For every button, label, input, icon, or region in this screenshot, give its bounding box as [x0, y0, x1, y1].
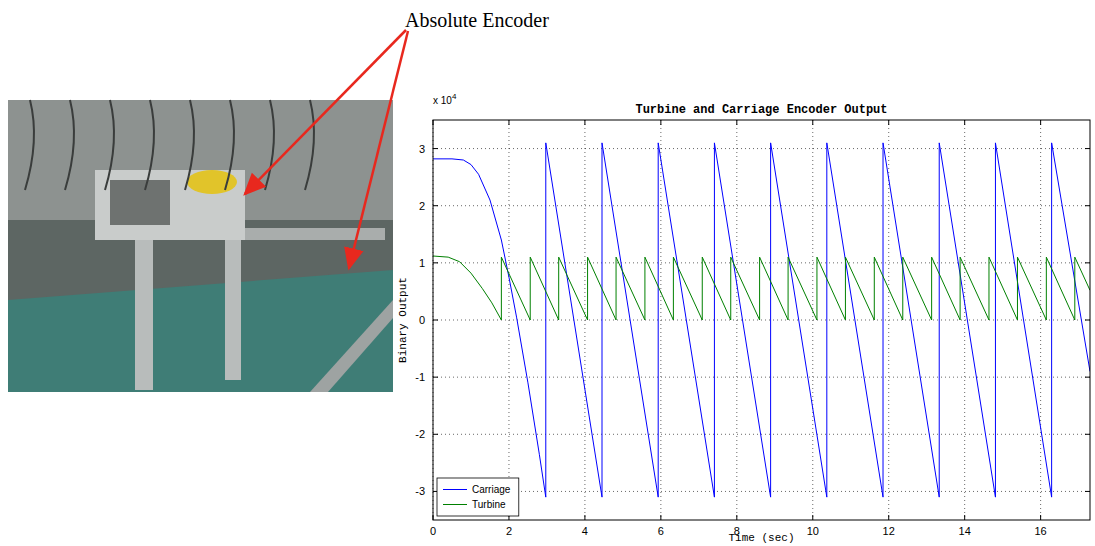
tick — [888, 120, 889, 125]
tick-label: 2 — [419, 200, 425, 212]
tick — [660, 515, 661, 520]
tick — [1085, 262, 1090, 263]
tick — [508, 120, 509, 125]
grid-line — [1040, 120, 1041, 520]
tick-label: 0 — [430, 525, 436, 537]
photo-cable — [305, 100, 314, 190]
tick — [888, 515, 889, 520]
arrow — [245, 30, 406, 194]
tick — [1040, 515, 1041, 520]
scale-label: x 104 — [433, 92, 457, 106]
legend-label: Carriage — [472, 484, 511, 495]
tick — [812, 120, 813, 125]
tick-label: 14 — [959, 525, 971, 537]
series-group — [433, 143, 1090, 497]
tick-label: 2 — [506, 525, 512, 537]
arrow — [349, 31, 408, 268]
legend-label: Turbine — [472, 499, 506, 510]
tick — [584, 120, 585, 125]
legend-swatch — [443, 504, 467, 505]
scale-base: x 10 — [433, 95, 452, 106]
tick — [1085, 491, 1090, 492]
grid-line — [433, 377, 1090, 378]
photo-rail — [310, 300, 393, 392]
series-line — [433, 256, 1090, 320]
legend: Carriage Turbine — [437, 478, 519, 516]
tick — [1085, 205, 1090, 206]
tick — [433, 320, 438, 321]
photo — [8, 100, 393, 392]
plot-frame — [433, 120, 1090, 520]
tick-label: -3 — [415, 485, 425, 497]
tick — [812, 515, 813, 520]
tick-label: 12 — [883, 525, 895, 537]
tick-label: 4 — [582, 525, 588, 537]
photo-post — [135, 240, 153, 390]
tick-label: -1 — [415, 371, 425, 383]
series-line — [433, 143, 1090, 497]
x-axis-title: Time (sec) — [728, 532, 794, 544]
legend-swatch — [443, 489, 467, 490]
photo-cable — [265, 100, 274, 190]
tick — [433, 377, 438, 378]
photo-cable — [145, 100, 154, 190]
grid-line — [433, 148, 1090, 149]
legend-box — [437, 478, 519, 516]
photo-cable — [185, 100, 194, 190]
tick — [1085, 434, 1090, 435]
photo-background — [8, 100, 393, 392]
photo-cable — [105, 100, 114, 190]
tick-label: -2 — [415, 428, 425, 440]
tick-label: 1 — [419, 257, 425, 269]
tick — [433, 148, 438, 149]
annotation: Absolute Encoder — [405, 9, 549, 31]
grid-line — [433, 434, 1090, 435]
grid-line — [433, 491, 1090, 492]
tick — [433, 205, 438, 206]
tick-label: 10 — [807, 525, 819, 537]
title: Turbine and Carriage Encoder Output — [635, 103, 887, 117]
tick — [964, 515, 965, 520]
tick — [660, 120, 661, 125]
grid-line — [433, 205, 1090, 206]
grid-line — [433, 320, 1090, 321]
tick — [1085, 320, 1090, 321]
photo-box — [110, 180, 170, 225]
tick-label: 6 — [658, 525, 664, 537]
tick — [1040, 120, 1041, 125]
photo-post — [225, 240, 241, 380]
tick-label: 16 — [1035, 525, 1047, 537]
photo-beam — [245, 228, 385, 240]
tick — [1085, 148, 1090, 149]
tick — [433, 434, 438, 435]
tick — [964, 120, 965, 125]
photo-cable — [225, 100, 234, 190]
tick — [736, 515, 737, 520]
photo-carriage — [95, 170, 245, 240]
tick — [1085, 377, 1090, 378]
tick-label: 3 — [419, 143, 425, 155]
plot-area — [433, 120, 1090, 520]
photo-cable — [65, 100, 74, 190]
tick — [584, 515, 585, 520]
photo-cable — [25, 100, 34, 190]
tick — [736, 120, 737, 125]
tick — [433, 262, 438, 263]
y-axis-title: Binary Output — [397, 277, 409, 363]
tick-label: 0 — [419, 314, 425, 326]
scale-exponent: 4 — [452, 92, 457, 101]
photo-water — [8, 270, 393, 392]
